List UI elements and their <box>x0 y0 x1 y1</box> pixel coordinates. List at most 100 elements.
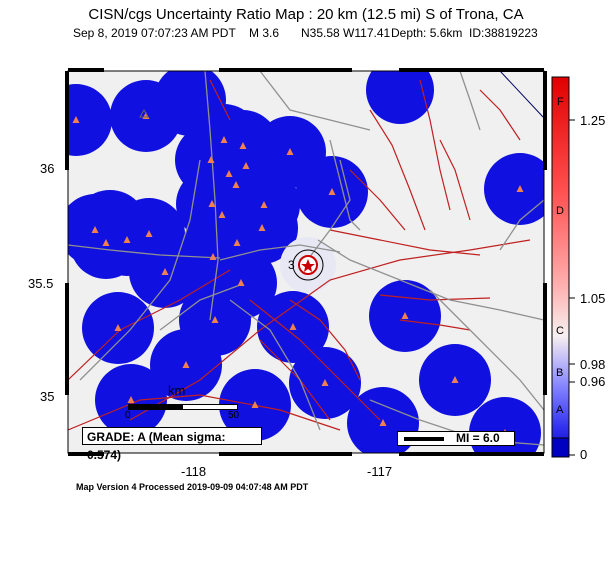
road-line <box>259 71 371 131</box>
fault-line <box>249 299 381 421</box>
station-triangle-icon <box>225 170 233 177</box>
lat-label-35-5: 35.5 <box>28 276 54 291</box>
colorbar-base <box>551 437 570 458</box>
epicenter-star-icon <box>301 259 315 272</box>
grade-letter-d: D <box>556 205 564 217</box>
fault-line <box>349 169 406 231</box>
grade-letter-c: C <box>556 325 564 337</box>
frame-tick <box>543 283 547 395</box>
uncertainty-blob <box>185 200 265 280</box>
station-triangle-icon <box>218 211 226 218</box>
station-triangle-icon <box>209 253 217 260</box>
fault-line <box>369 109 426 231</box>
intensity-legend-bar <box>404 437 444 441</box>
road-line <box>229 299 321 431</box>
colorbar-tick-0-98: 0.98 <box>580 357 606 372</box>
road-line <box>219 244 341 261</box>
station-triangle-icon <box>208 200 216 207</box>
station-triangle-icon <box>260 201 268 208</box>
station-triangle-icon <box>207 156 215 163</box>
station-triangle-icon <box>182 361 190 368</box>
frame-tick <box>65 283 69 395</box>
frame-tick <box>65 71 69 170</box>
road-line <box>68 244 221 259</box>
station-triangle-icon <box>289 323 297 330</box>
road-line <box>299 159 351 271</box>
fault-line <box>289 299 361 381</box>
state-border <box>499 71 544 119</box>
station-triangle-icon <box>379 419 387 426</box>
frame-tick <box>219 452 352 456</box>
station-triangle-icon <box>258 224 266 231</box>
station-triangle-icon <box>251 401 259 408</box>
fault-line <box>129 239 531 421</box>
frame-tick <box>68 68 104 72</box>
lon-label-118: -118 <box>181 464 207 479</box>
scale-label: km <box>168 383 186 398</box>
fault-line <box>209 79 231 121</box>
station-triangle-icon <box>211 316 219 323</box>
fault-line <box>379 294 491 301</box>
road-line <box>317 239 544 321</box>
event-id: ID:38819223 <box>469 26 538 40</box>
station-triangle-icon <box>232 181 240 188</box>
processed-footer: Map Version 4 Processed 2019-09-09 04:07… <box>76 482 309 492</box>
intensity-legend-label: MI = 6.0 <box>456 431 500 445</box>
station-triangle-icon <box>239 142 247 149</box>
frame-tick <box>399 452 544 456</box>
event-magnitude: M 3.6 <box>249 26 280 40</box>
station-triangle-icon <box>220 136 228 143</box>
grade-letter-b: B <box>556 367 564 379</box>
colorbar-tick-1-25: 1.25 <box>580 113 606 128</box>
uncertainty-blob <box>68 84 112 156</box>
station-triangle-icon <box>516 185 524 192</box>
event-depth: Depth: 5.6km <box>391 26 463 40</box>
fault-line <box>439 139 471 221</box>
station-triangle-icon <box>102 239 110 246</box>
fault-line <box>419 79 451 211</box>
scale-tick-50: 50 <box>228 410 240 421</box>
colorbar-tick-1-05: 1.05 <box>580 291 606 306</box>
fault-line <box>68 394 341 431</box>
grade-letter-a: A <box>556 404 564 416</box>
station-triangle-icon <box>451 376 459 383</box>
station-triangle-icon <box>286 148 294 155</box>
lon-label-117: -117 <box>367 464 393 479</box>
fault-lines <box>68 79 531 431</box>
road-line <box>429 289 544 411</box>
station-triangle-icon <box>91 226 99 233</box>
road-line <box>204 71 219 321</box>
fault-line <box>399 319 471 331</box>
frame-tick <box>68 452 104 456</box>
station-triangle-icon <box>401 312 409 319</box>
station-triangle-icon <box>321 379 329 386</box>
station-triangle-icon <box>127 396 135 403</box>
event-date: Sep 8, 2019 07:07:23 AM PDT <box>73 26 236 40</box>
frame-tick <box>399 68 544 72</box>
event-location: N35.58 W117.41 <box>301 26 391 40</box>
intensity-legend: MI = 6.0 <box>397 431 515 446</box>
road-line <box>499 199 544 251</box>
epicenter-label: 3 <box>288 258 295 272</box>
station-triangle-icon <box>233 239 241 246</box>
road-lines <box>68 71 544 446</box>
station-triangle-icon <box>161 268 169 275</box>
uncertainty-blob <box>72 190 148 266</box>
station-triangle-icon <box>123 236 131 243</box>
map-frame-ticks <box>65 68 547 456</box>
station-triangle-icon <box>242 162 250 169</box>
station-triangle-icon <box>237 279 245 286</box>
epicenter-ring <box>292 249 324 281</box>
scale-tick-0: 0 <box>125 410 131 421</box>
station-triangle-icon <box>72 116 80 123</box>
uncertainty-blob <box>484 153 544 225</box>
frame-tick <box>543 71 547 170</box>
colorbar <box>551 76 570 458</box>
fault-line <box>68 269 231 381</box>
station-triangle-icon <box>145 230 153 237</box>
road-line <box>329 139 361 231</box>
station-triangle-icon <box>114 324 122 331</box>
road-line <box>459 71 481 131</box>
colorbar-tick-0-96: 0.96 <box>580 374 606 389</box>
